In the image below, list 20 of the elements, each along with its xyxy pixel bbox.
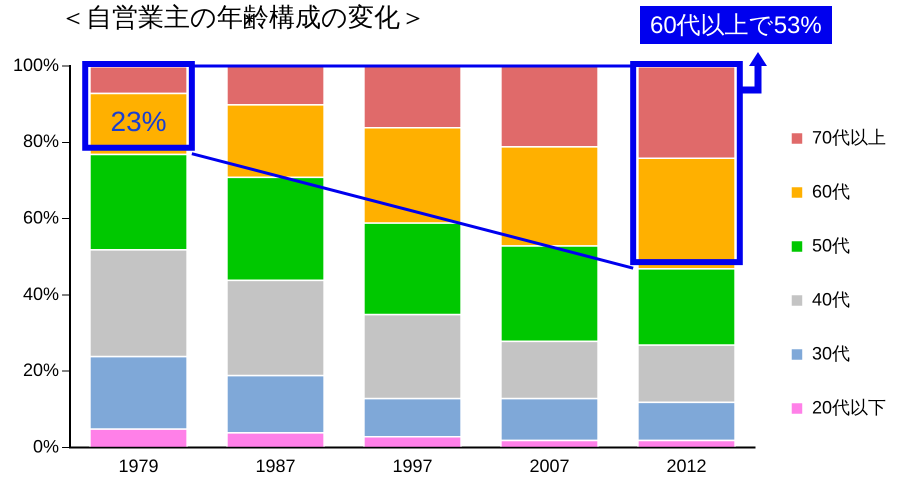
annotation: 23%	[110, 106, 167, 137]
x-tick-label: 1997	[392, 456, 433, 476]
y-tick-label: 80%	[23, 131, 60, 152]
chart-title: ＜自営業主の年齢構成の変化＞	[60, 1, 426, 34]
legend-label: 40代	[812, 289, 850, 310]
y-tick-label: 60%	[23, 208, 60, 228]
legend-label: 30代	[812, 343, 850, 364]
legend-label: 20代以下	[812, 397, 886, 418]
x-tick-label: 2012	[666, 456, 707, 476]
legend-label: 60代	[812, 181, 850, 202]
x-tick-label: 1979	[118, 456, 159, 476]
y-tick-label: 40%	[23, 284, 60, 304]
text: 60代以上で53%	[640, 6, 832, 44]
x-tick-label: 1987	[255, 456, 296, 476]
legend-label: 50代	[812, 235, 850, 256]
y-tick-label: 0%	[33, 436, 60, 456]
legend-label: 70代以上	[812, 127, 886, 148]
y-tick-label: 20%	[23, 360, 60, 380]
x-tick-label: 2007	[529, 456, 570, 476]
y-tick-label: 100%	[12, 54, 60, 75]
